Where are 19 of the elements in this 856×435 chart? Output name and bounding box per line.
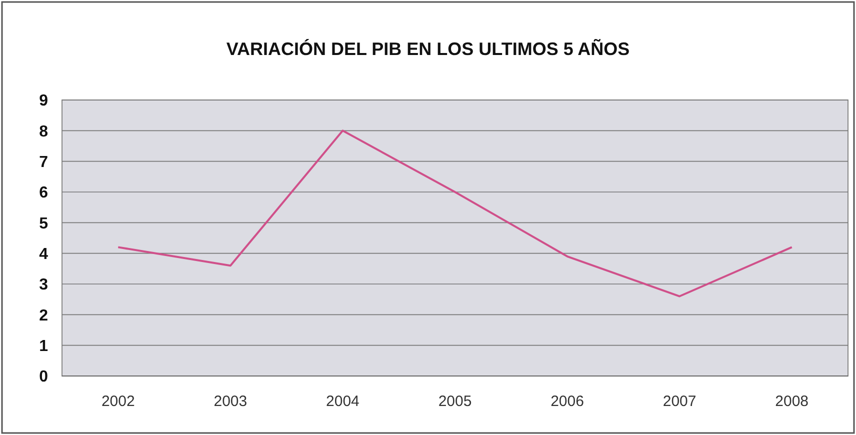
y-tick-label: 6 xyxy=(39,184,48,202)
x-tick-label: 2003 xyxy=(214,393,248,410)
y-tick-label: 8 xyxy=(39,123,48,140)
y-tick-label: 7 xyxy=(39,154,48,171)
y-tick-label: 1 xyxy=(39,338,48,355)
x-tick-label: 2005 xyxy=(438,393,472,410)
x-tick-label: 2008 xyxy=(775,393,809,410)
x-tick-label: 2006 xyxy=(550,393,584,410)
y-tick-label: 2 xyxy=(39,307,48,324)
y-tick-label: 4 xyxy=(39,246,48,263)
x-tick-label: 2004 xyxy=(326,393,360,410)
chart-title: VARIACIÓN DEL PIB EN LOS ULTIMOS 5 AÑOS xyxy=(226,38,630,59)
x-tick-label: 2007 xyxy=(662,393,696,410)
x-tick-label: 2002 xyxy=(101,393,135,410)
y-tick-label: 0 xyxy=(39,368,48,386)
y-tick-label: 5 xyxy=(39,215,48,232)
line-series xyxy=(117,130,793,298)
y-tick-label: 9 xyxy=(39,92,48,110)
y-tick-label: 3 xyxy=(39,276,48,294)
